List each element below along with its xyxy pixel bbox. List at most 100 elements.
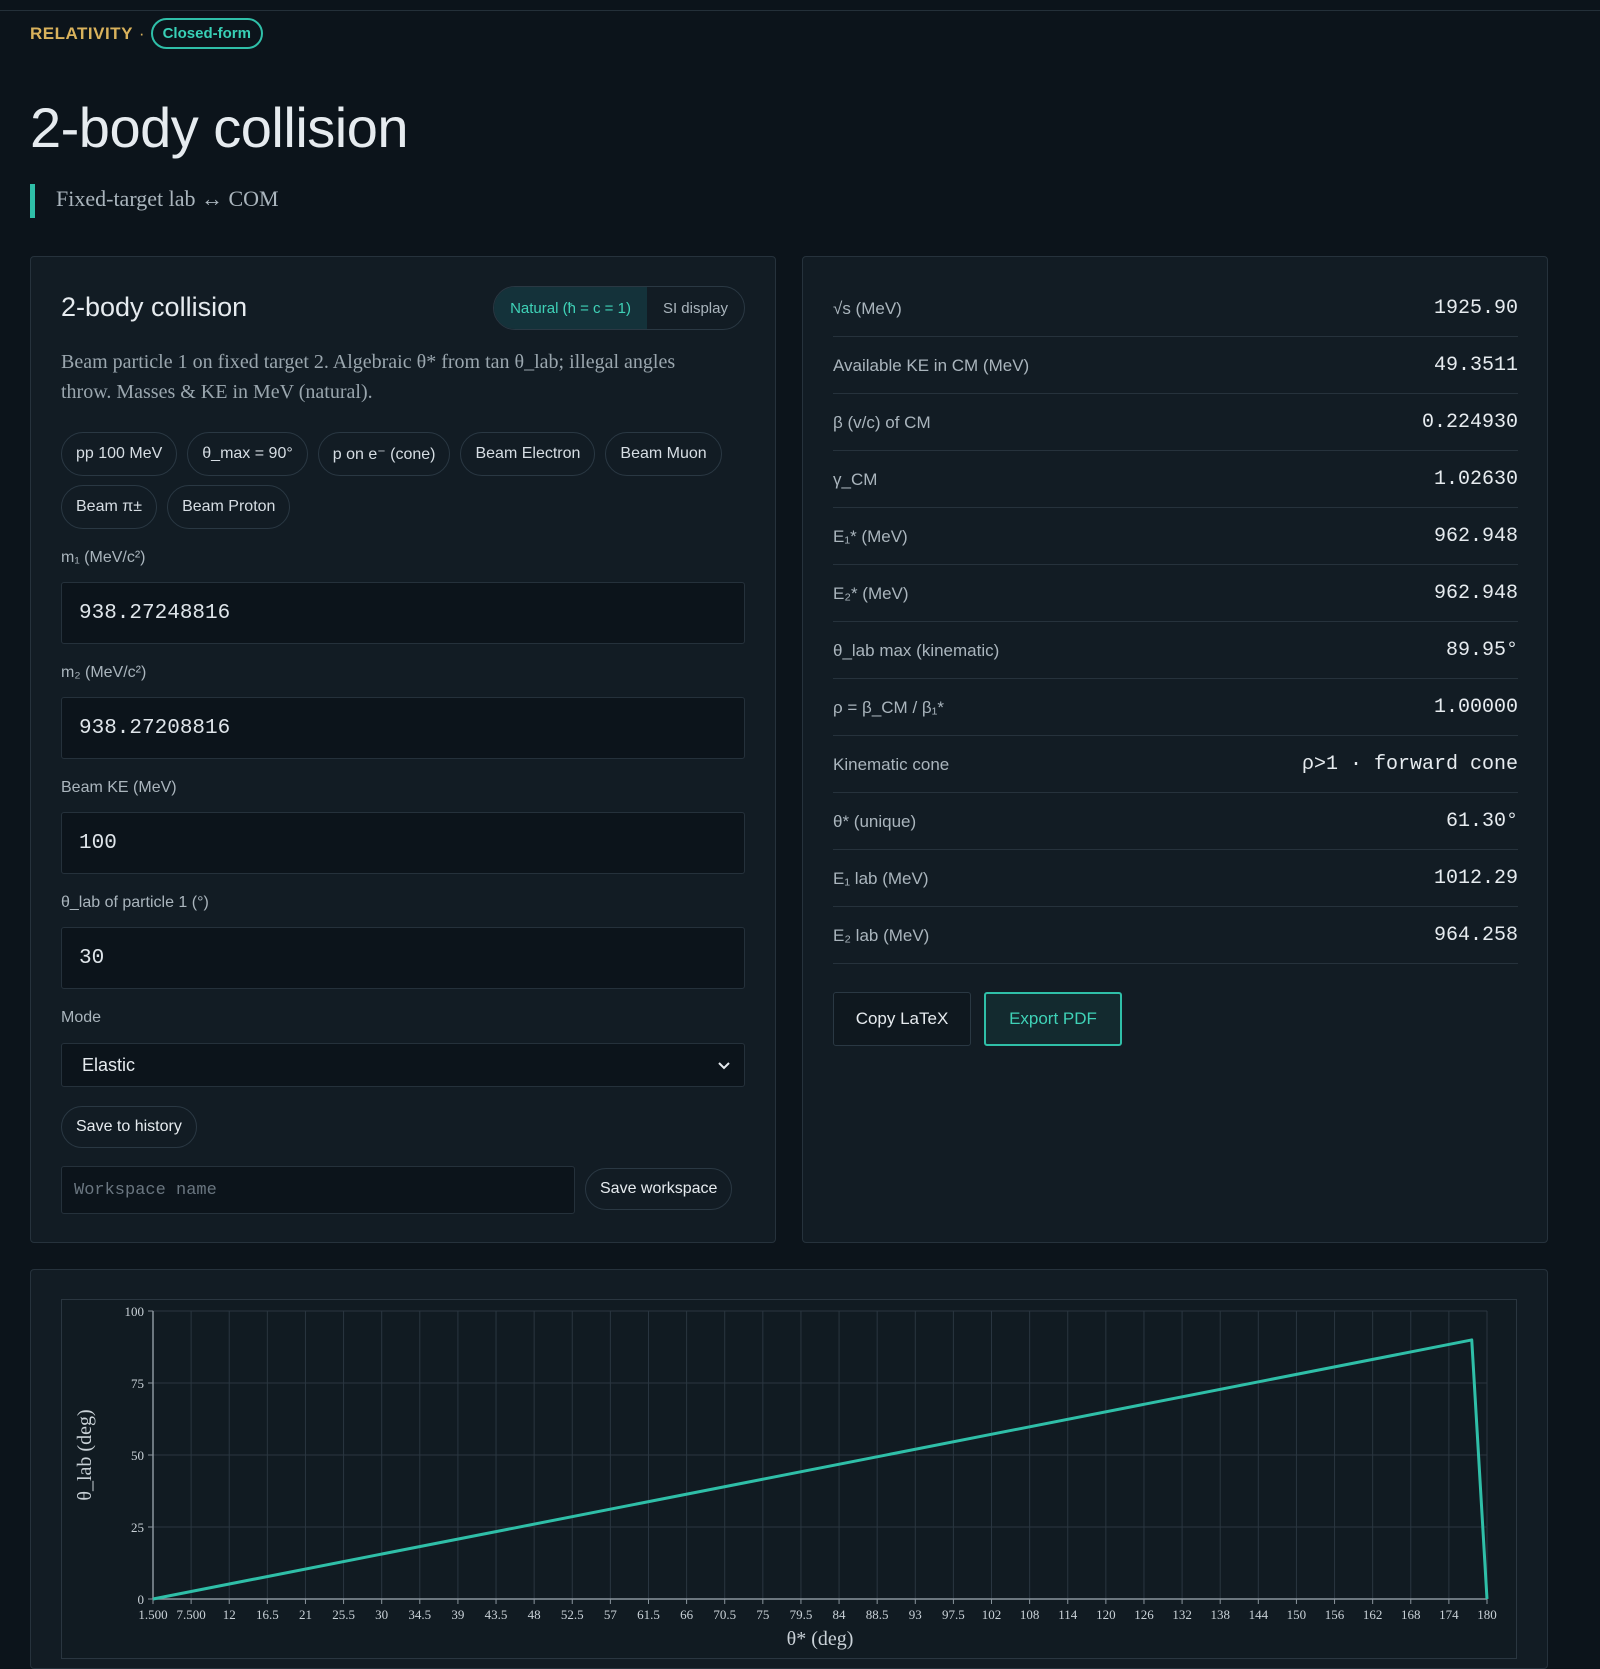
breadcrumb-separator: · [138,23,145,43]
chart-panel: 1.500 7.500 12 16.5 21 25.5 30 34.5 39 43.5 48 52.5… [30,1269,1548,1669]
result-label: θ_lab max (kinematic) [833,640,1000,660]
result-value: ρ>1 · forward cone [1301,753,1518,776]
subtitle-accent-bar [30,184,35,218]
breadcrumb: RELATIVITY · Closed-form [30,18,263,49]
x-tick-label: 39 [451,1607,464,1622]
result-row: E₁ lab (MeV) 1012.29 [833,851,1518,907]
save-workspace-button[interactable]: Save workspace [585,1168,733,1210]
mode-select-value: Elastic [82,1054,136,1075]
result-label: √s (MeV) [833,298,902,318]
x-tick-label: 79.5 [790,1607,813,1622]
preset-theta-max-button[interactable]: θ_max = 90° [187,432,308,476]
preset-list: pp 100 MeV θ_max = 90° p on e⁻ (cone) Be… [61,432,751,529]
preset-beam-muon-button[interactable]: Beam Muon [605,432,722,476]
result-row: E₁* (MeV) 962.948 [833,509,1518,565]
x-tick-label: 61.5 [637,1607,660,1622]
y-tick-label: 25 [131,1520,144,1535]
result-label: E₁* (MeV) [833,526,908,546]
result-value: 962.948 [1433,525,1518,548]
result-label: E₂ lab (MeV) [833,925,930,945]
result-value: 1.02630 [1433,468,1518,491]
y-tick-label: 50 [131,1448,144,1463]
result-value: 1925.90 [1433,297,1518,320]
x-tick-label: 132 [1172,1607,1192,1622]
mode-select[interactable]: Elastic [61,1043,745,1087]
x-tick-label: 126 [1134,1607,1154,1622]
x-tick-label: 1.500 [138,1607,167,1622]
unit-toggle: Natural (ħ = c = 1) SI display [493,286,745,330]
x-tick-label: 88.5 [866,1607,889,1622]
beam-ke-input[interactable]: 100 [61,812,745,874]
preset-beam-pion-button[interactable]: Beam π± [61,485,158,529]
m1-label: m₁ (MeV/c²) [61,549,146,566]
result-label: Available KE in CM (MeV) [833,355,1030,375]
x-tick-label: 16.5 [256,1607,279,1622]
result-value: 49.3511 [1433,354,1518,377]
result-row: θ_lab max (kinematic) 89.95° [833,623,1518,679]
page-title: 2-body collision [30,96,408,159]
x-tick-label: 97.5 [942,1607,965,1622]
result-row: E₂* (MeV) 962.948 [833,566,1518,622]
panel-title: 2-body collision [61,292,248,322]
x-tick-label: 30 [375,1607,388,1622]
result-row: β (v/c) of CM 0.224930 [833,395,1518,451]
x-tick-label: 34.5 [408,1607,431,1622]
y-tick-label: 0 [138,1592,145,1607]
x-tick-label: 57 [604,1607,618,1622]
mode-label: Mode [61,1009,102,1026]
result-row: E₂ lab (MeV) 964.258 [833,908,1518,964]
y-tick-label: 75 [131,1376,144,1391]
section-kicker: RELATIVITY [30,23,133,43]
result-value: 0.224930 [1421,411,1518,434]
x-tick-label: 7.500 [176,1607,205,1622]
x-tick-label: 75 [756,1607,769,1622]
top-border [0,0,1600,11]
save-to-history-button[interactable]: Save to history [61,1106,197,1148]
chart-frame [61,1299,1517,1659]
result-label: Kinematic cone [833,754,950,774]
y-tick-label: 100 [125,1304,145,1319]
unit-si-button[interactable]: SI display [662,299,728,317]
m2-input[interactable]: 938.27208816 [61,697,745,759]
x-tick-label: 156 [1325,1607,1345,1622]
x-tick-label: 138 [1210,1607,1230,1622]
x-tick-label: 93 [909,1607,922,1622]
input-panel: 2-body collision Natural (ħ = c = 1) SI … [30,256,776,1243]
x-tick-label: 144 [1249,1607,1269,1622]
m1-input[interactable]: 938.27248816 [61,582,745,644]
result-value: 1012.29 [1433,867,1518,890]
result-value: 61.30° [1445,810,1518,833]
panel-description: Beam particle 1 on fixed target 2. Algeb… [61,351,676,403]
x-tick-label: 12 [223,1607,236,1622]
x-tick-label: 108 [1020,1607,1040,1622]
workspace-name-input[interactable]: Workspace name [61,1166,575,1214]
export-pdf-button[interactable]: Export PDF [984,992,1122,1046]
result-row: Kinematic cone ρ>1 · forward cone [833,737,1518,793]
preset-pp-100-button[interactable]: pp 100 MeV [61,432,178,476]
result-value: 89.95° [1445,639,1518,662]
x-tick-label: 43.5 [485,1607,508,1622]
x-tick-label: 70.5 [713,1607,736,1622]
result-label: E₁ lab (MeV) [833,868,929,888]
page-subtitle: Fixed-target lab ↔ COM [56,186,279,211]
unit-natural-button[interactable]: Natural (ħ = c = 1) [494,287,647,329]
m2-label: m₂ (MeV/c²) [61,664,147,681]
x-tick-label: 174 [1439,1607,1459,1622]
x-tick-label: 180 [1477,1607,1497,1622]
beam-ke-label: Beam KE (MeV) [61,779,177,796]
x-tick-label: 102 [982,1607,1002,1622]
result-label: E₂* (MeV) [833,583,909,603]
preset-p-on-e-button[interactable]: p on e⁻ (cone) [317,432,451,476]
theta-lab-vs-theta-star-chart: 1.500 7.500 12 16.5 21 25.5 30 34.5 39 43.5 48 52.5… [61,1299,1517,1659]
y-axis-title: θ_lab (deg) [74,1409,96,1500]
result-label: θ* (unique) [833,811,917,831]
preset-beam-electron-button[interactable]: Beam Electron [460,432,596,476]
result-row: θ* (unique) 61.30° [833,794,1518,850]
result-label: β (v/c) of CM [833,412,931,432]
copy-latex-button[interactable]: Copy LaTeX [833,992,971,1046]
preset-beam-proton-button[interactable]: Beam Proton [167,485,291,529]
x-axis-title: θ* (deg) [787,1628,854,1650]
result-label: ρ = β_CM / β₁* [833,697,945,717]
result-row: Available KE in CM (MeV) 49.3511 [833,338,1518,394]
theta-lab-input[interactable]: 30 [61,927,745,989]
